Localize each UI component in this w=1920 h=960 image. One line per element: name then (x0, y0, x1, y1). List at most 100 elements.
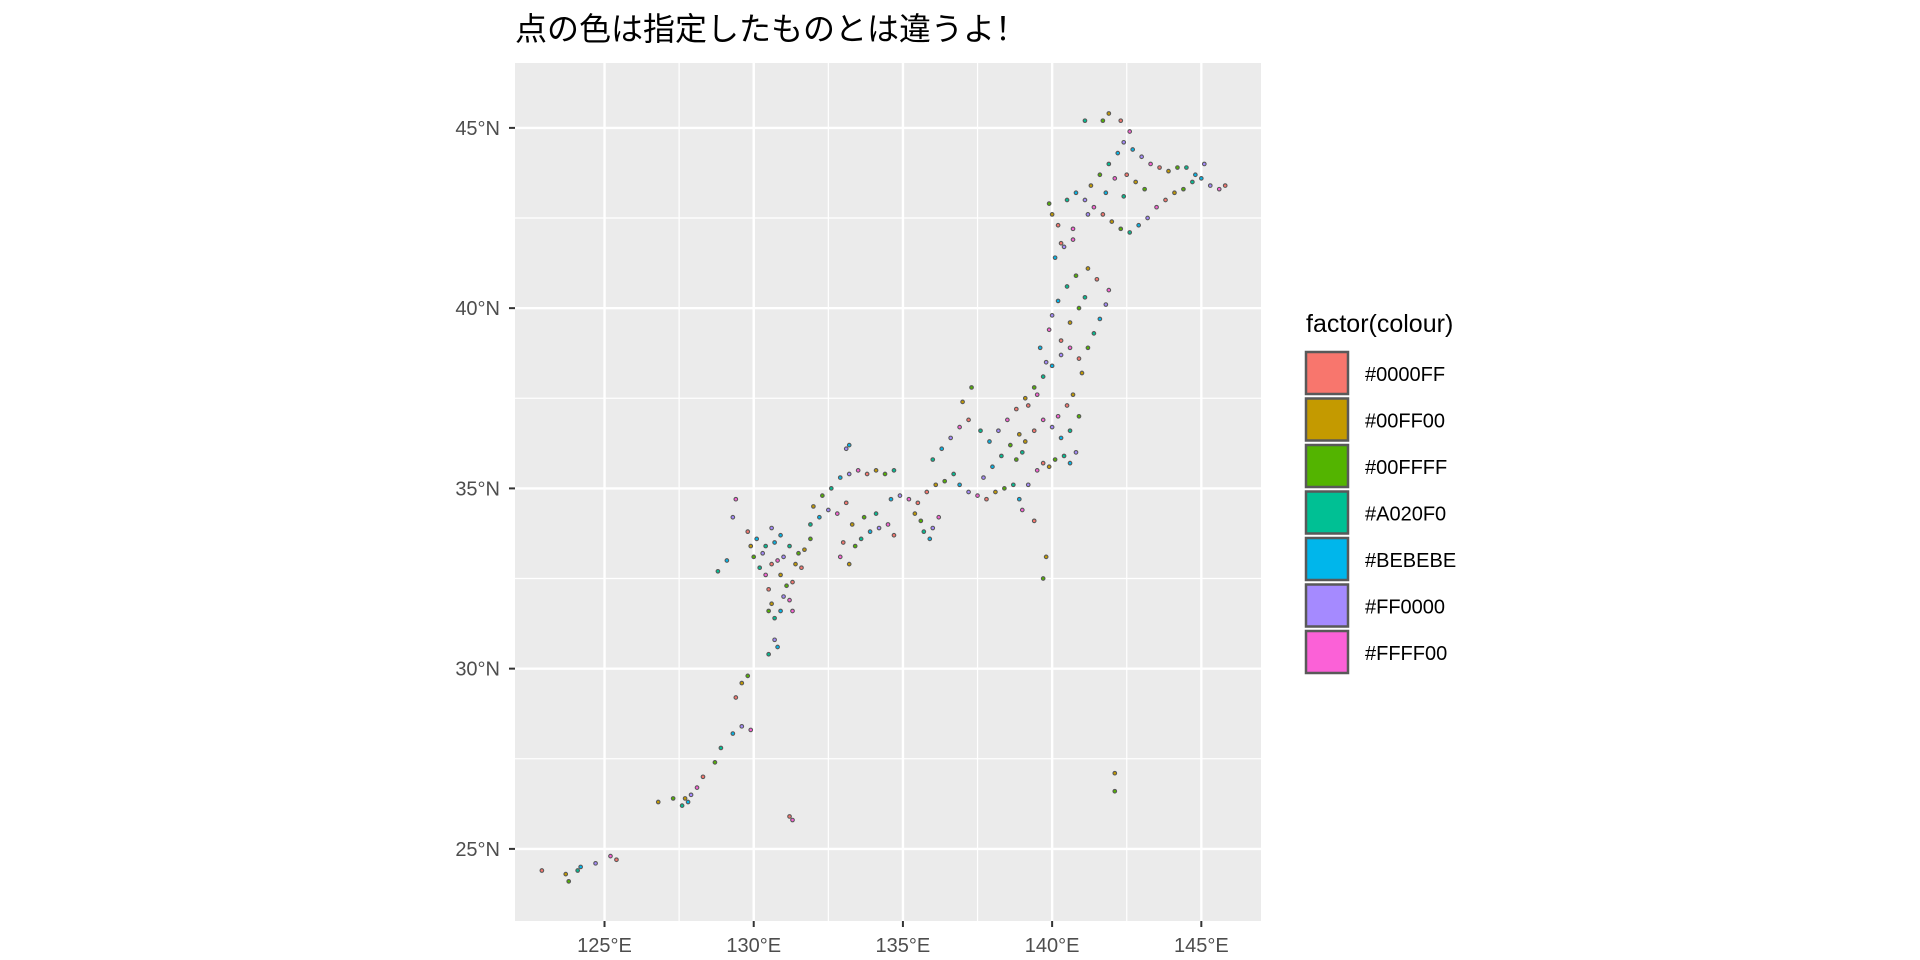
data-point (745, 529, 751, 535)
data-point (808, 536, 813, 542)
data-point (897, 493, 903, 498)
data-point (1061, 244, 1067, 250)
data-point (593, 860, 598, 866)
data-point (1034, 468, 1040, 473)
axis-ticks (509, 126, 1203, 927)
data-point (996, 428, 1001, 434)
data-point (799, 565, 804, 571)
data-point (1097, 172, 1103, 178)
data-point (837, 554, 843, 560)
data-point (733, 695, 739, 700)
data-point (1025, 482, 1031, 488)
x-tick-label: 140°E (1025, 935, 1080, 957)
data-point (1121, 194, 1127, 199)
data-point (1190, 179, 1195, 185)
data-point (1031, 428, 1037, 434)
grid-lines (515, 63, 1261, 921)
data-point (1127, 129, 1133, 134)
data-point (724, 558, 730, 563)
data-point (730, 514, 736, 520)
data-point (1148, 161, 1153, 167)
data-point (888, 496, 894, 502)
data-point (1067, 460, 1073, 466)
data-point (739, 680, 745, 686)
data-point (1010, 482, 1016, 488)
x-tick-label: 145°E (1174, 935, 1229, 957)
data-point (1070, 226, 1076, 232)
data-point (993, 489, 998, 495)
data-point (712, 760, 718, 765)
data-point (1157, 165, 1162, 170)
data-point (748, 543, 754, 549)
y-tick-label: 45°N (455, 118, 500, 140)
data-point (670, 796, 676, 801)
data-point (781, 594, 786, 599)
data-point (939, 446, 945, 452)
data-point (975, 493, 980, 498)
data-point (1106, 161, 1112, 167)
data-point (539, 868, 545, 873)
data-point (1172, 190, 1177, 196)
data-point (1022, 439, 1028, 444)
data-point (817, 514, 822, 520)
data-point (790, 608, 795, 614)
data-point (787, 597, 792, 603)
data-point (921, 529, 927, 535)
data-point (772, 540, 777, 545)
legend-label: #FF0000 (1365, 597, 1445, 619)
data-point (1058, 338, 1064, 343)
data-point (1136, 222, 1142, 228)
data-point (834, 511, 840, 516)
data-point (1082, 197, 1088, 203)
data-point (855, 468, 861, 473)
data-point (608, 853, 613, 859)
data-point (1118, 226, 1124, 232)
data-point (1022, 395, 1028, 401)
data-point (1073, 190, 1079, 196)
data-point (790, 579, 795, 585)
data-point (1049, 363, 1055, 369)
legend-label: #00FF00 (1365, 411, 1445, 433)
x-tick-label: 135°E (876, 935, 931, 957)
data-point (891, 468, 897, 473)
data-point (1019, 507, 1025, 513)
data-point (1207, 183, 1213, 188)
y-tick-label: 40°N (455, 298, 500, 320)
data-point (948, 435, 954, 441)
data-point (808, 522, 813, 527)
data-point (1040, 460, 1046, 466)
data-point (769, 561, 774, 567)
data-point (1052, 255, 1058, 261)
data-point (1216, 186, 1222, 192)
data-point (966, 489, 971, 495)
data-point (1058, 435, 1064, 441)
data-point (1019, 449, 1025, 455)
data-point (1184, 165, 1189, 170)
data-point (1049, 212, 1055, 217)
data-point (930, 457, 936, 462)
data-point (802, 547, 807, 553)
data-point (1085, 212, 1091, 217)
data-point (852, 543, 858, 549)
data-point (1046, 464, 1052, 470)
legend-label: #FFFF00 (1365, 643, 1447, 665)
data-point (867, 529, 873, 535)
data-point (969, 385, 974, 390)
data-point (990, 464, 995, 470)
data-point (1121, 139, 1127, 145)
data-point (1007, 442, 1013, 448)
data-point (1097, 316, 1103, 322)
data-point (1034, 392, 1040, 398)
data-point (1115, 150, 1121, 156)
data-point (1058, 240, 1064, 246)
data-point (837, 475, 843, 480)
data-point (1046, 327, 1052, 333)
data-point (745, 673, 751, 679)
data-point (655, 799, 661, 805)
data-point (793, 561, 798, 567)
y-tick-label: 30°N (455, 659, 500, 681)
data-point (987, 439, 992, 444)
data-point (1112, 788, 1118, 794)
data-point (760, 550, 766, 556)
